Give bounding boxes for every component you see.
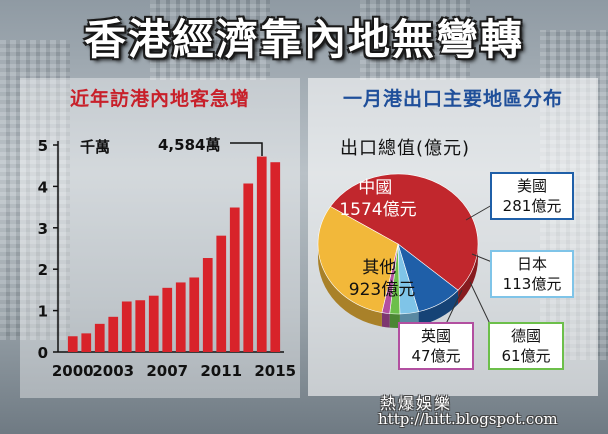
building-decoration	[360, 0, 470, 80]
peak-annotation: 4,584萬	[158, 136, 220, 154]
bar-2011	[216, 235, 227, 352]
callout-japan-name: 日本	[516, 255, 547, 273]
y-tick-label: 0	[38, 344, 48, 362]
callout-usa: 美國 281億元	[490, 172, 574, 220]
bar-2014	[256, 156, 267, 352]
pie-wall-英國	[381, 312, 390, 328]
pie-chart-title: 一月港出口主要地區分布	[342, 88, 563, 110]
slice-label-china: 中國 1574億元	[339, 178, 416, 220]
x-tick-label-2000: 2000	[52, 362, 94, 380]
callout-uk: 英國 47億元	[398, 322, 474, 370]
slice-label-china-name: 中國	[358, 178, 392, 198]
slice-label-other-name: 其他	[362, 258, 396, 278]
x-tick-label-2003: 2003	[92, 362, 134, 380]
y-tick-label: 2	[38, 261, 48, 279]
unit-text: 億元	[381, 280, 415, 300]
pie-chart-subtitle: 出口總值(億元)	[340, 138, 471, 159]
callout-germany-value: 61億元	[501, 347, 551, 365]
bar-chart-panel	[20, 78, 300, 398]
bar-2008	[175, 282, 186, 352]
watermark-url: http://hitt.blogspot.com	[378, 410, 558, 428]
bar-2006	[148, 295, 159, 352]
pie-wall-其他	[318, 244, 382, 327]
slice-label-other-value: 923	[349, 280, 381, 300]
leader-germany	[469, 281, 491, 325]
x-tick-label-2015: 2015	[254, 362, 296, 380]
callout-uk-number: 47	[411, 347, 431, 365]
pie-wall-德國	[389, 313, 400, 329]
callout-japan-number: 113	[502, 275, 532, 293]
bar-2010	[202, 258, 213, 352]
x-tick-label-2007: 2007	[146, 362, 188, 380]
pie-wall-美國	[418, 290, 459, 326]
y-tick-label: 1	[38, 303, 48, 321]
headline: 香港經濟靠內地無彎轉	[83, 15, 524, 64]
bar-2013	[243, 183, 254, 352]
callout-japan: 日本 113億元	[490, 250, 574, 298]
callout-japan-value: 113億元	[502, 275, 562, 293]
peak-annotation-leader	[230, 142, 263, 156]
bar-2002	[94, 323, 105, 352]
x-tick-label-2011: 2011	[200, 362, 242, 380]
slice-label-other: 其他 923億元	[349, 258, 415, 300]
leader-usa	[465, 204, 493, 221]
y-tick-label: 5	[38, 137, 48, 155]
pie-slice-其他	[317, 206, 399, 313]
leader-japan	[471, 253, 493, 263]
slice-label-china-value: 1574	[339, 200, 382, 220]
callout-germany: 德國 61億元	[488, 322, 564, 370]
callout-uk-name: 英國	[420, 327, 451, 345]
callout-germany-name: 德國	[510, 327, 541, 345]
y-tick-label: 3	[38, 220, 48, 238]
pie-wall-中國	[458, 244, 478, 305]
bar-2012	[229, 207, 240, 352]
bar-2007	[162, 287, 173, 352]
bar-2000	[67, 336, 78, 352]
bar-2003	[108, 316, 119, 352]
bar-2001	[81, 333, 92, 352]
y-axis-unit-label: 千萬	[80, 138, 110, 156]
pie-slice-中國	[330, 173, 479, 291]
bar-2009	[189, 277, 200, 352]
callout-usa-number: 281	[502, 197, 532, 215]
bar-2004	[121, 301, 132, 352]
callout-germany-number: 61	[501, 347, 521, 365]
callout-usa-value: 281億元	[502, 197, 562, 215]
unit-text: 億元	[383, 200, 417, 220]
watermark-title: 熱爆娛樂	[380, 394, 453, 413]
leader-uk	[445, 289, 463, 325]
bar-2005	[135, 300, 146, 352]
bar-chart-title: 近年訪港內地客急增	[69, 88, 250, 110]
callout-uk-value: 47億元	[411, 347, 461, 365]
bar-2015	[270, 162, 281, 352]
building-decoration	[150, 0, 270, 80]
callout-usa-name: 美國	[516, 177, 547, 195]
y-tick-label: 4	[38, 178, 48, 196]
